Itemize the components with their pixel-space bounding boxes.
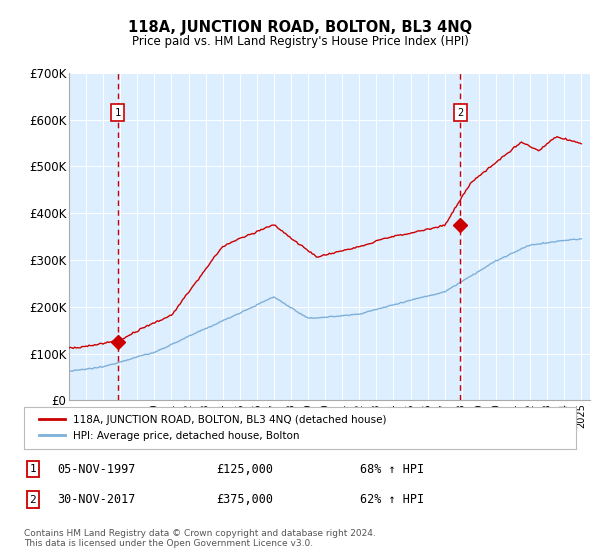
- Text: 118A, JUNCTION ROAD, BOLTON, BL3 4NQ: 118A, JUNCTION ROAD, BOLTON, BL3 4NQ: [128, 20, 472, 35]
- Text: 1: 1: [29, 464, 37, 474]
- Text: £375,000: £375,000: [216, 493, 273, 506]
- Text: 62% ↑ HPI: 62% ↑ HPI: [360, 493, 424, 506]
- Text: £125,000: £125,000: [216, 463, 273, 476]
- Text: Price paid vs. HM Land Registry's House Price Index (HPI): Price paid vs. HM Land Registry's House …: [131, 35, 469, 48]
- Text: 2: 2: [29, 494, 37, 505]
- Text: 1: 1: [115, 108, 121, 118]
- Legend: 118A, JUNCTION ROAD, BOLTON, BL3 4NQ (detached house), HPI: Average price, detac: 118A, JUNCTION ROAD, BOLTON, BL3 4NQ (de…: [35, 411, 391, 445]
- Text: 2: 2: [457, 108, 463, 118]
- Text: 68% ↑ HPI: 68% ↑ HPI: [360, 463, 424, 476]
- Text: Contains HM Land Registry data © Crown copyright and database right 2024.
This d: Contains HM Land Registry data © Crown c…: [24, 529, 376, 548]
- Text: 30-NOV-2017: 30-NOV-2017: [57, 493, 136, 506]
- Text: 05-NOV-1997: 05-NOV-1997: [57, 463, 136, 476]
